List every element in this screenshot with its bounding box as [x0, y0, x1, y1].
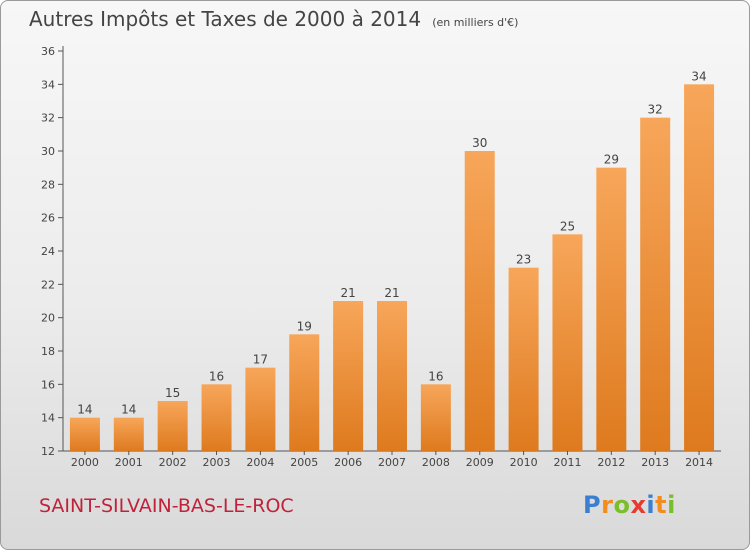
data-label: 16 [209, 369, 224, 383]
logo-letter: x [630, 491, 647, 519]
bar [69, 417, 100, 451]
x-tick-label: 2000 [71, 456, 99, 469]
y-tick-label: 14 [41, 412, 55, 425]
commune-name: SAINT-SILVAIN-BAS-LE-ROC [39, 495, 294, 517]
bar [640, 117, 671, 452]
data-label: 15 [165, 386, 180, 400]
logo-letter: i [646, 491, 656, 519]
x-tick-label: 2004 [246, 456, 274, 469]
bar [289, 334, 320, 451]
logo-letter: i [667, 491, 676, 519]
x-tick-label: 2012 [597, 456, 625, 469]
data-label: 23 [516, 253, 531, 267]
bar [201, 384, 232, 451]
x-tick-label: 2010 [510, 456, 538, 469]
x-tick-label: 2013 [641, 456, 669, 469]
bar [684, 84, 715, 451]
chart-title: Autres Impôts et Taxes de 2000 à 2014 (e… [29, 7, 518, 31]
y-tick-label: 32 [41, 112, 55, 125]
data-label: 14 [121, 403, 136, 417]
data-label: 16 [428, 369, 443, 383]
y-tick-label: 30 [41, 145, 55, 158]
logo-letter: r [601, 491, 614, 519]
data-label: 29 [604, 153, 619, 167]
data-label: 19 [297, 319, 312, 333]
x-tick-label: 2014 [685, 456, 713, 469]
y-tick-label: 18 [41, 345, 55, 358]
y-tick-label: 34 [41, 78, 55, 91]
x-tick-label: 2001 [115, 456, 143, 469]
y-tick-label: 12 [41, 445, 55, 458]
logo-letter: P [583, 491, 602, 519]
y-tick-label: 24 [41, 245, 55, 258]
y-tick-label: 28 [41, 178, 55, 191]
bar [552, 234, 583, 451]
data-label: 32 [648, 103, 663, 117]
title-text: Autres Impôts et Taxes de 2000 à 2014 [29, 7, 422, 31]
unit-note: (en milliers d'€) [432, 16, 519, 29]
bar [420, 384, 451, 451]
bar [377, 301, 407, 451]
x-tick-label: 2003 [203, 456, 231, 469]
bar [508, 267, 539, 451]
data-label: 21 [384, 286, 399, 300]
y-tick-label: 16 [41, 378, 55, 391]
x-tick-label: 2011 [553, 456, 581, 469]
x-tick-label: 2007 [378, 456, 406, 469]
y-tick-label: 20 [41, 312, 55, 325]
data-label: 34 [691, 69, 706, 83]
bar [113, 417, 144, 451]
bar [333, 301, 364, 451]
y-tick-label: 22 [41, 278, 55, 291]
x-tick-label: 2005 [290, 456, 318, 469]
bar [245, 367, 276, 451]
data-label: 14 [77, 403, 92, 417]
x-tick-label: 2008 [422, 456, 450, 469]
bar [157, 401, 188, 451]
y-tick-label: 26 [41, 212, 55, 225]
bar [596, 167, 627, 451]
data-label: 25 [560, 219, 575, 233]
bar [464, 151, 495, 451]
logo-letter: o [613, 491, 631, 519]
data-label: 17 [253, 353, 268, 367]
data-label: 21 [340, 286, 355, 300]
logo-letter: t [655, 491, 668, 519]
x-tick-label: 2006 [334, 456, 362, 469]
data-label: 30 [472, 136, 487, 150]
y-tick-label: 36 [41, 45, 55, 58]
proxiti-logo: Proxiti [583, 491, 676, 519]
x-tick-label: 2009 [466, 456, 494, 469]
x-tick-label: 2002 [159, 456, 187, 469]
